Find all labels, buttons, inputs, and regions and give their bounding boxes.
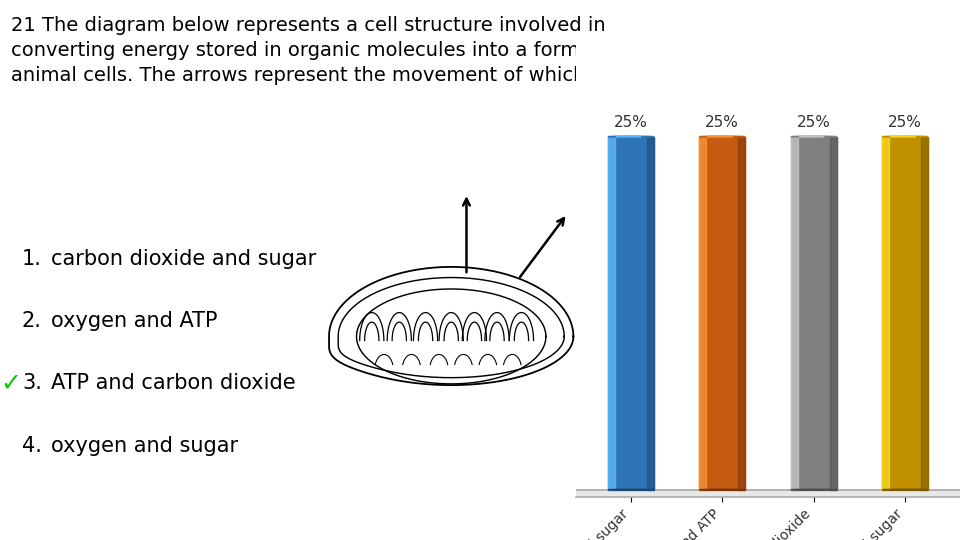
Text: 25%: 25% bbox=[888, 116, 923, 131]
Ellipse shape bbox=[608, 489, 654, 490]
Bar bbox=[608, 137, 614, 490]
Bar bbox=[700, 137, 707, 490]
Ellipse shape bbox=[791, 489, 836, 490]
Text: 2.: 2. bbox=[22, 311, 42, 332]
Ellipse shape bbox=[608, 136, 654, 137]
Bar bbox=[791, 137, 798, 490]
Ellipse shape bbox=[700, 136, 745, 137]
Ellipse shape bbox=[791, 136, 836, 137]
Text: ATP and carbon dioxide: ATP and carbon dioxide bbox=[51, 373, 296, 394]
Bar bbox=[882, 137, 928, 490]
Text: 25%: 25% bbox=[706, 116, 739, 131]
Bar bbox=[738, 137, 745, 490]
Bar bbox=[829, 137, 836, 490]
Bar bbox=[922, 137, 928, 490]
Text: 21 The diagram below represents a cell structure involved in
converting energy s: 21 The diagram below represents a cell s… bbox=[11, 16, 711, 85]
Text: 3.: 3. bbox=[22, 373, 42, 394]
Text: oxygen and sugar: oxygen and sugar bbox=[51, 435, 238, 456]
Bar bbox=[647, 137, 654, 490]
Bar bbox=[791, 137, 836, 490]
Text: oxygen and ATP: oxygen and ATP bbox=[51, 311, 218, 332]
Text: 4.: 4. bbox=[22, 435, 42, 456]
Ellipse shape bbox=[882, 489, 928, 490]
Bar bbox=[882, 137, 889, 490]
Text: ✓: ✓ bbox=[0, 372, 21, 395]
Text: carbon dioxide and sugar: carbon dioxide and sugar bbox=[51, 249, 317, 269]
Bar bbox=[700, 137, 745, 490]
Text: 25%: 25% bbox=[797, 116, 830, 131]
Bar bbox=[608, 137, 654, 490]
Ellipse shape bbox=[700, 489, 745, 490]
Ellipse shape bbox=[882, 136, 928, 137]
Text: 25%: 25% bbox=[613, 116, 648, 131]
Text: 1.: 1. bbox=[22, 249, 42, 269]
Polygon shape bbox=[558, 490, 960, 501]
